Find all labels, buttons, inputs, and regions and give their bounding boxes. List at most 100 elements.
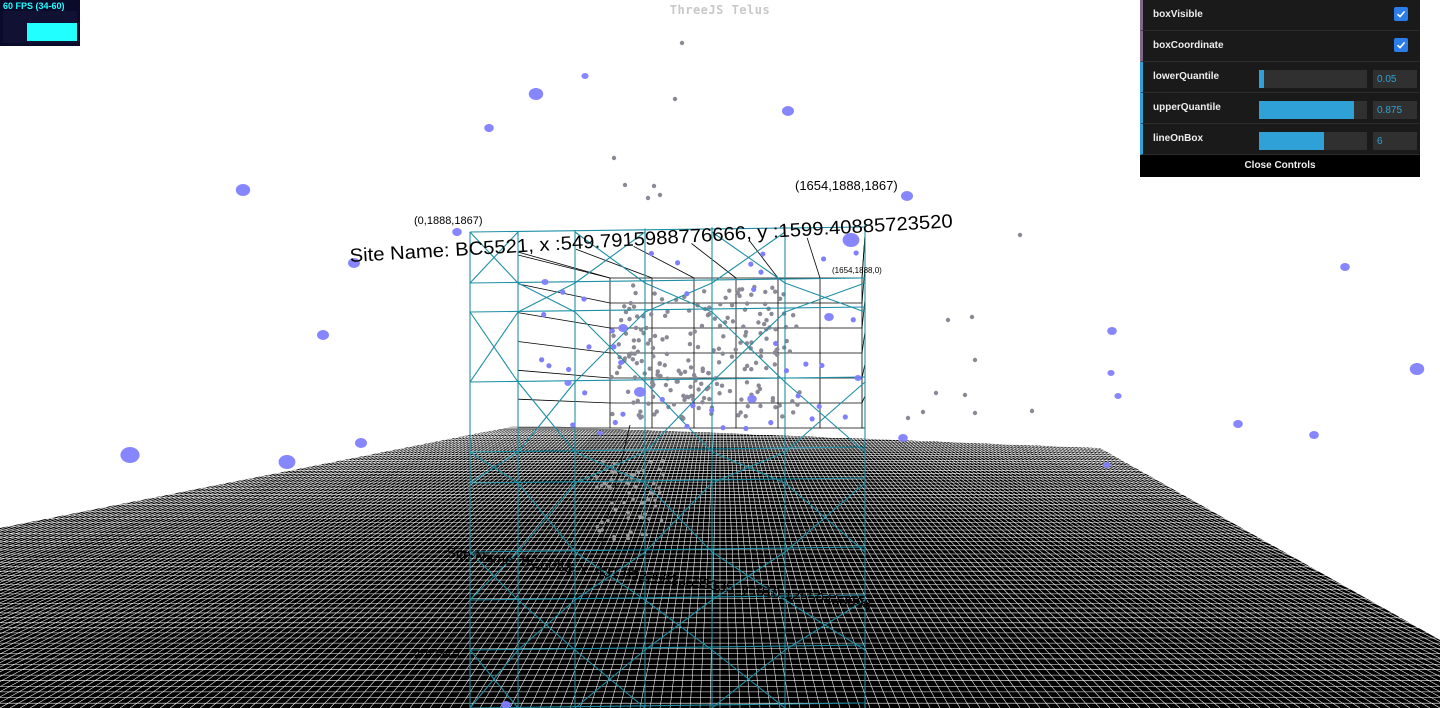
gray-point [650,384,655,389]
ground-grid-line [920,429,1351,708]
lower-quantile-slider[interactable] [1259,70,1367,88]
line-on-box-input[interactable] [1373,132,1417,150]
fps-stats-panel[interactable]: 60 FPS (34-60) [0,0,80,46]
gray-point [610,470,615,474]
ground-grid-line [489,429,647,708]
ground-grid-line [1035,429,1440,598]
ground-grid-line [0,429,459,659]
ground-grid-line [479,429,644,708]
gray-points [594,40,1035,541]
ground-grid-line [0,429,491,708]
box-edge [517,482,576,553]
gray-point [723,295,728,300]
box-coordinate-label: boxCoordinate [1153,40,1224,51]
gray-point [654,409,659,414]
ground-grid-line [1226,429,1440,486]
ground-grid-line [99,429,523,708]
ground-grid-line [0,429,402,595]
ground-grid-line [59,429,510,708]
ground-grid-line [1194,429,1440,498]
fps-label: 60 FPS (34-60) [3,1,65,11]
box-edge [644,282,713,313]
ground-grid-line [259,429,574,708]
gray-point [631,338,637,343]
box-edge [574,451,646,484]
ground-grid-line [898,429,1281,708]
gray-point [695,344,701,350]
gray-point [662,363,667,368]
blue-point [684,291,690,297]
gray-point [737,293,742,299]
gray-point [630,357,636,362]
upper-quantile-input[interactable] [1373,101,1417,119]
gray-point [631,497,635,501]
gray-point [639,358,644,364]
blue-point [1103,462,1111,468]
gray-point [638,409,643,414]
blue-point [348,258,360,268]
ground-grid-line [519,429,657,708]
gray-point [616,342,622,347]
blue-point [1114,393,1122,399]
ground-grid-line [1185,429,1440,502]
gray-point [622,182,628,188]
gray-point [606,518,610,523]
box-edge [469,277,866,284]
box-edge [469,702,866,708]
box-edge [469,446,866,453]
ground-grid-line [699,429,714,708]
ground-grid-line [869,429,1191,708]
ground-grid-line [0,429,469,673]
gray-point [756,320,761,325]
gray-point [650,345,656,351]
ground-grid-line [997,429,1440,638]
blue-point [751,286,757,293]
ground-grid-line [1092,429,1440,552]
ground-grid-line [0,429,364,563]
gray-point [646,401,651,406]
ground-grid-line [1028,429,1440,604]
gray-point [609,374,614,380]
inner-grid-line [575,248,653,279]
gray-point [611,155,617,161]
ground-grid-line [821,429,1041,708]
gray-point [660,337,665,342]
gray-point [660,458,665,463]
gray-point [790,399,795,404]
close-controls-button[interactable]: Close Controls [1140,155,1420,177]
ground-grid-line [831,429,1071,708]
gray-point [595,475,599,479]
gray-point [627,316,632,322]
upper-quantile-slider[interactable] [1259,101,1367,119]
blue-point [853,250,859,256]
ground-grid-line [529,429,660,708]
inner-grid-line [517,312,611,329]
gray-point [626,510,631,515]
ground-grid-line [1207,429,1440,493]
lower-quantile-input[interactable] [1373,70,1417,88]
ground-grid-line [559,429,670,708]
ground-grid-line [1025,429,1440,607]
gray-point [717,323,723,328]
gray-point [610,411,615,417]
checkmark-icon [1396,10,1406,18]
ground-grid-line [1178,429,1440,505]
line-on-box-label: lineOnBox [1153,133,1204,144]
gray-point [636,338,641,343]
ground-grid-line [599,429,683,708]
gray-point [659,297,665,302]
ground-grid-line [409,429,622,708]
box-visible-checkbox[interactable] [1394,7,1408,21]
control-box-coordinate[interactable]: boxCoordinate [1140,31,1420,62]
blue-point [1107,370,1115,376]
line-on-box-slider[interactable] [1259,132,1367,150]
box-edge [469,649,519,708]
gray-point [601,459,606,464]
ground-grid-line [0,429,424,617]
ground-grid-line [129,429,533,708]
gray-point [701,289,707,294]
control-box-visible[interactable]: boxVisible [1140,0,1420,31]
box-coordinate-checkbox[interactable] [1394,38,1408,52]
ground-grid-line [777,429,901,708]
